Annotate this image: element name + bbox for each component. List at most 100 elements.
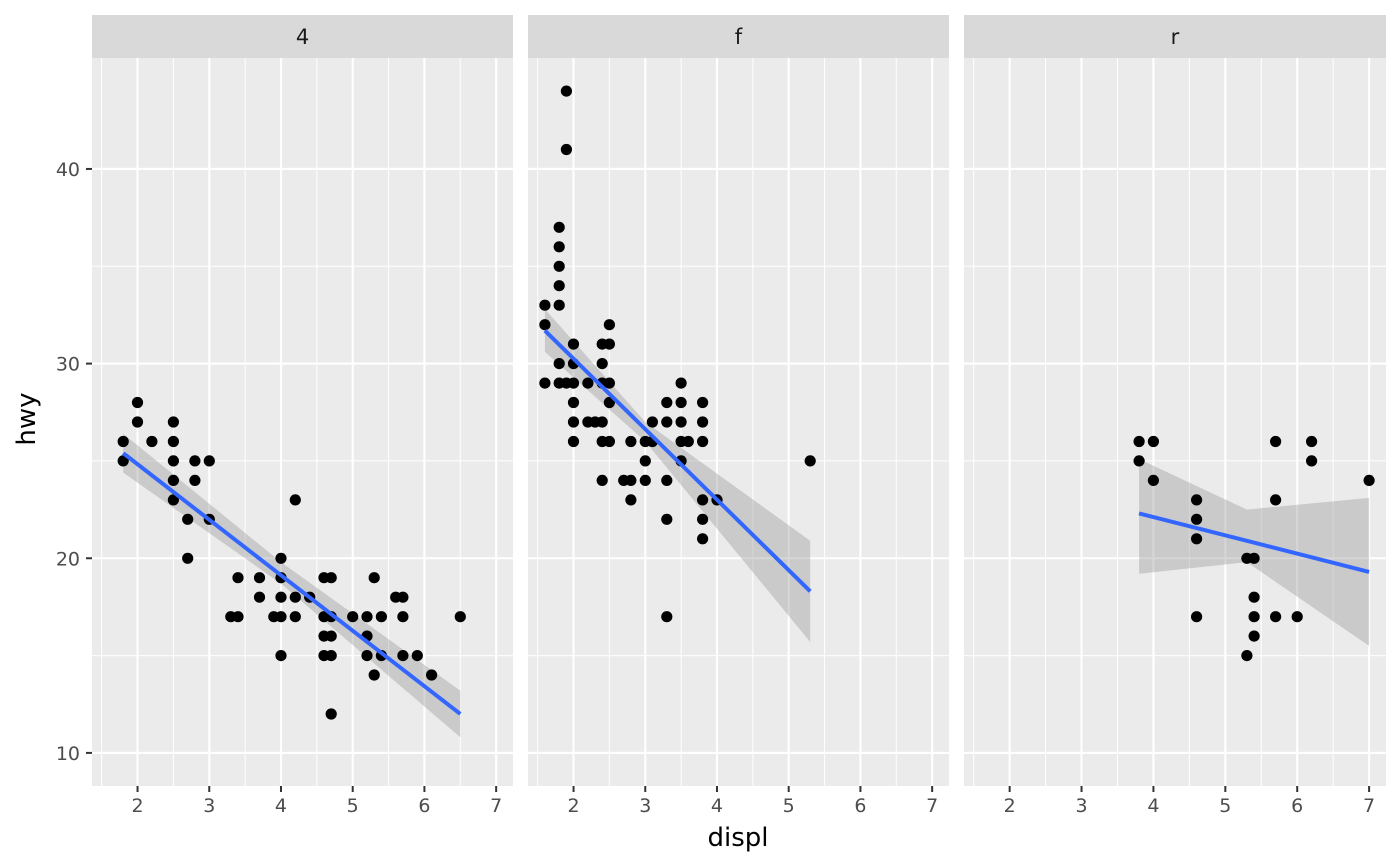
data-point [203, 455, 215, 467]
data-point [1147, 435, 1159, 448]
data-point [397, 650, 409, 662]
data-point [375, 611, 387, 623]
data-point [567, 338, 580, 350]
facet-panel-f: f 2 3 4 5 6 7 [528, 15, 949, 817]
data-point [697, 416, 709, 428]
x-tick-label: 3 [203, 795, 215, 817]
data-point [131, 416, 144, 428]
facet-strip-label: 4 [296, 25, 309, 49]
data-point [567, 377, 580, 389]
data-point [1270, 611, 1282, 623]
data-point [539, 377, 551, 389]
data-point [639, 474, 651, 486]
data-point [232, 572, 244, 584]
data-point [368, 572, 380, 584]
panel-background [964, 58, 1386, 786]
y-axis: 10 20 30 40 [56, 159, 92, 765]
y-axis-title: hwy [12, 392, 42, 445]
data-point [603, 338, 616, 350]
x-tick-label: 3 [1075, 795, 1087, 817]
data-point [1306, 455, 1318, 467]
fit-line [543, 329, 812, 593]
data-point [1248, 630, 1260, 642]
data-point [1248, 591, 1260, 603]
x-tick-label: 2 [131, 795, 143, 817]
data-point [325, 708, 337, 720]
data-point [289, 494, 301, 506]
data-point [347, 611, 359, 623]
y-tick-label: 40 [56, 159, 80, 181]
x-tick-label: 3 [639, 795, 651, 817]
data-point [232, 611, 244, 623]
data-point [289, 591, 301, 603]
data-point [539, 299, 551, 311]
facet-strip [92, 15, 513, 58]
data-point [553, 358, 565, 370]
data-point [397, 591, 409, 603]
data-point [253, 572, 266, 584]
data-point [560, 85, 573, 97]
data-point [1291, 611, 1303, 623]
x-tick-label: 4 [1147, 795, 1159, 817]
data-point [167, 416, 179, 428]
data-point [553, 299, 565, 311]
data-point [1241, 650, 1253, 662]
data-point [361, 650, 373, 662]
data-point [697, 396, 709, 409]
data-point [603, 435, 616, 448]
y-tick-label: 30 [56, 354, 80, 376]
data-point [661, 513, 673, 525]
data-point [1191, 513, 1203, 525]
facet-strip-label: r [1171, 25, 1180, 49]
data-point [182, 513, 194, 525]
data-point [646, 416, 659, 428]
data-point [182, 552, 194, 564]
data-point [625, 435, 637, 448]
data-point [411, 650, 423, 662]
data-point [1270, 494, 1282, 506]
data-point [560, 143, 573, 156]
confidence-band [544, 309, 811, 642]
data-point [603, 396, 616, 409]
x-tick-label: 7 [490, 795, 502, 817]
data-point [117, 435, 129, 448]
y-tick-label: 10 [56, 743, 80, 765]
data-point [1133, 435, 1145, 448]
data-point [697, 494, 709, 506]
data-point [682, 435, 694, 448]
data-point [639, 455, 651, 467]
data-point [697, 513, 709, 525]
x-tick-label: 5 [783, 795, 795, 817]
data-point [289, 611, 301, 623]
data-point [1147, 474, 1159, 486]
data-point [567, 416, 580, 428]
facet-panels: 4 2 3 4 5 6 7 f 2 3 4 5 6 7 r 2 3 4 5 6 7 [92, 15, 1386, 817]
facet-strip-label: f [735, 25, 743, 49]
data-point [553, 221, 565, 233]
data-point [275, 611, 287, 623]
data-point [167, 455, 179, 467]
data-point [131, 396, 144, 409]
data-point [397, 611, 409, 623]
data-point [675, 377, 687, 389]
fit-line [121, 451, 462, 716]
data-point [675, 396, 687, 409]
data-point [426, 669, 438, 681]
data-point [661, 611, 673, 623]
x-tick-label: 6 [418, 795, 430, 817]
data-point [167, 474, 179, 486]
data-point [661, 474, 673, 486]
y-tick-label: 20 [56, 548, 80, 570]
data-point [1306, 435, 1318, 448]
data-point [697, 533, 709, 545]
x-tick-label: 5 [1219, 795, 1231, 817]
data-point [146, 435, 158, 448]
data-point [189, 474, 201, 486]
data-point [275, 650, 287, 662]
data-point [361, 611, 373, 623]
data-point [1270, 435, 1282, 448]
data-point [1248, 552, 1260, 564]
data-point [625, 474, 637, 486]
data-point [117, 455, 129, 467]
data-point [567, 435, 580, 448]
